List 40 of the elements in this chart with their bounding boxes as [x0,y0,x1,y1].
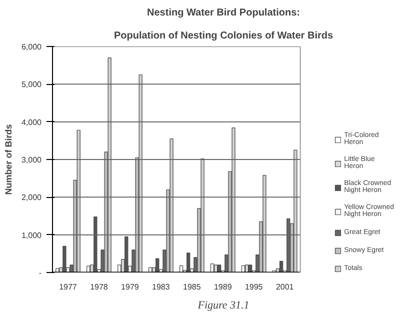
y-tick-label: 2,000 [21,193,42,202]
chart-subtitle: Population of Nesting Colonies of Water Birds [114,30,334,42]
bar [248,264,252,272]
y-tick-label: 3,000 [21,156,42,164]
x-tick-label: 1985 [183,282,202,292]
caption: Figure 31.1 [196,300,250,312]
bar [62,246,66,272]
x-tick-label: 1978 [90,282,108,292]
bar [170,138,174,272]
bar [138,74,142,272]
bar [94,216,98,272]
bar [210,264,214,272]
bar [262,175,266,272]
bar [186,252,190,272]
y-tick-label: 5,000 [21,80,42,90]
bar [76,130,80,272]
bar [108,58,112,272]
bar [244,264,249,272]
bar [156,258,160,272]
x-tick-label: 1977 [59,282,78,292]
chart-title: Nesting Water Bird Populations: [147,8,300,18]
y-tick-label: 1,000 [21,230,42,240]
bar [241,265,246,272]
bar [232,128,236,272]
x-tick-label: 1979 [121,282,140,292]
y-tick-label: 6,000 [21,42,42,52]
bar [124,236,128,272]
y-axis-title: Number of Birds [3,124,14,195]
x-tick-label: 1989 [214,282,232,292]
bar [214,264,218,272]
y-tick-label: - [38,268,42,278]
bar [200,158,204,272]
x-tick-label: 1983 [152,282,170,292]
x-tick-label: 2001 [276,282,294,292]
bar [294,150,298,272]
bar [218,264,222,272]
y-tick-label: 4,000 [21,118,42,127]
x-tick-label: 1995 [244,282,264,292]
bar [179,265,184,272]
bar [279,260,284,272]
